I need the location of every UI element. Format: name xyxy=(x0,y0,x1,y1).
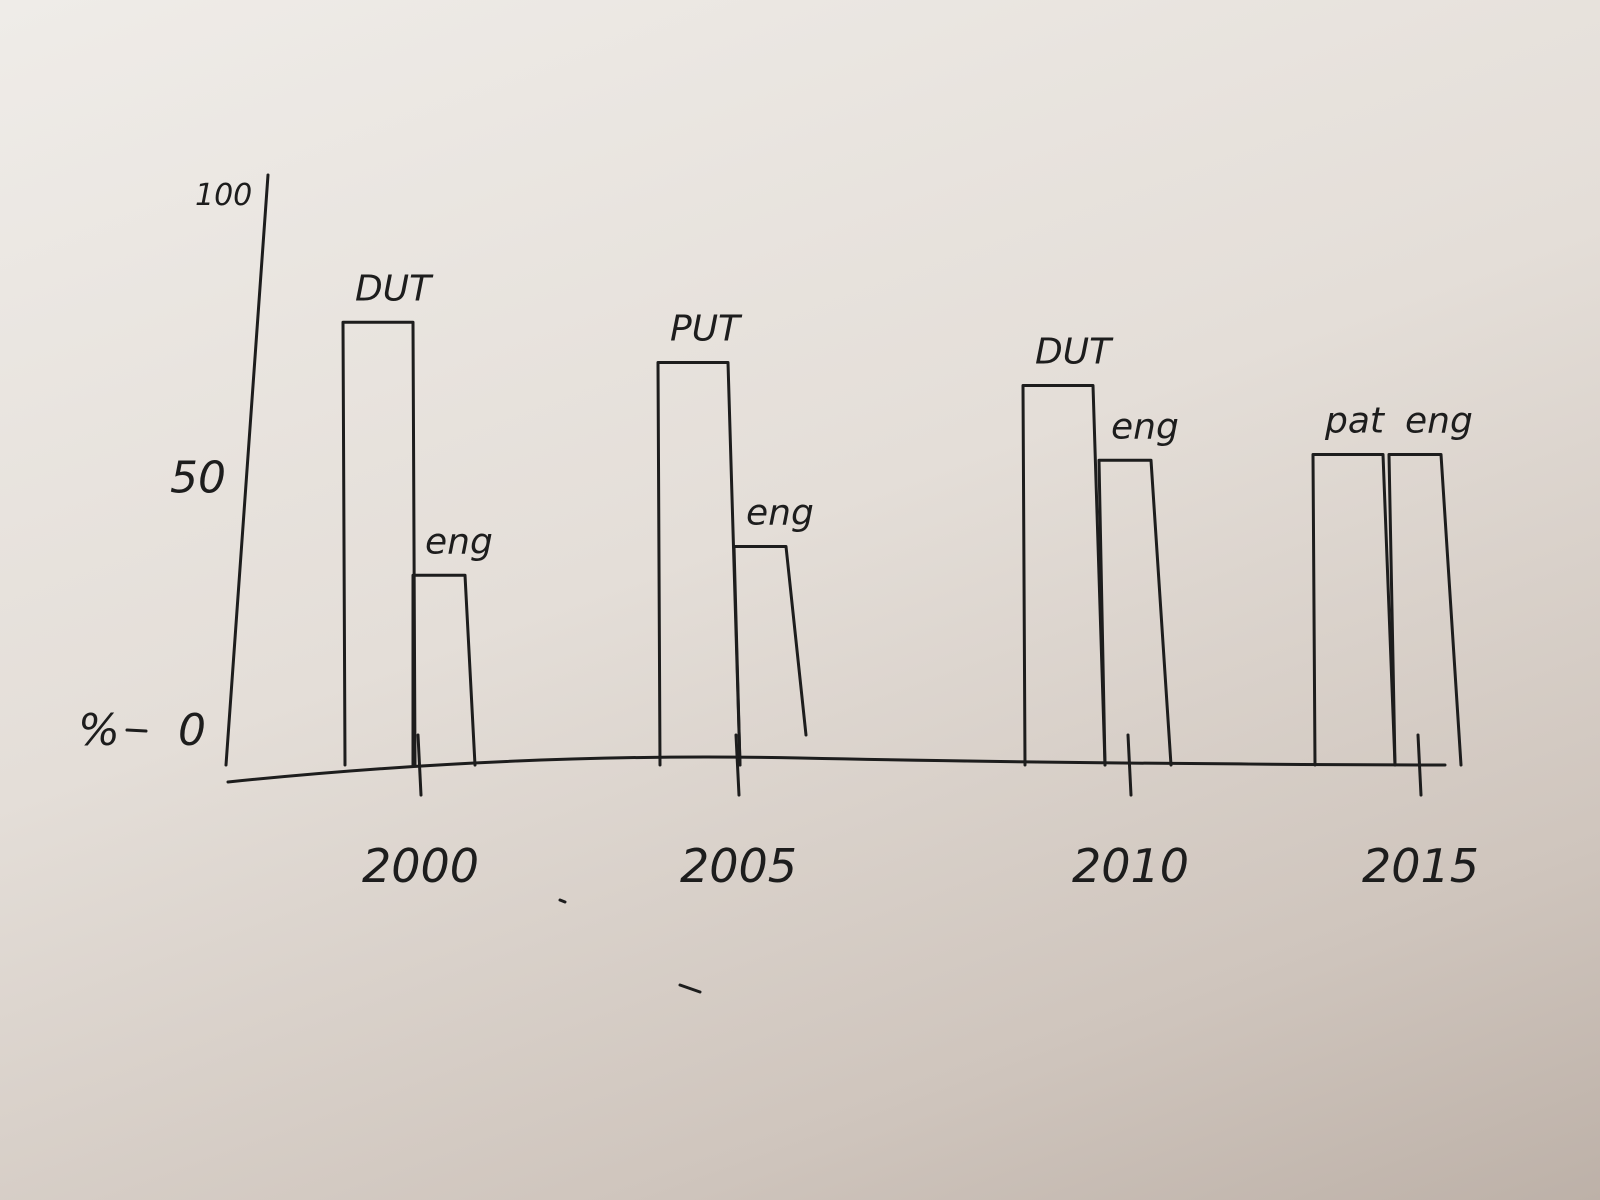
x-tick-mark xyxy=(1416,733,1423,797)
x-tick-mark xyxy=(416,733,423,797)
bar-label: pat xyxy=(1324,401,1386,442)
bar-label: eng xyxy=(1111,406,1179,447)
bar-eng-2000 xyxy=(411,573,477,767)
x-tick-label: 2005 xyxy=(680,839,797,893)
y-ticks: 0 50 100 xyxy=(170,178,252,756)
bar-label: PUT xyxy=(670,309,743,350)
x-axis-line xyxy=(226,755,1447,784)
x-ticks: 2000 2005 2010 2015 xyxy=(362,733,1479,893)
bar-DUT-2000 xyxy=(341,320,417,767)
stray-mark xyxy=(678,983,702,994)
x-tick-label: 2000 xyxy=(362,839,479,893)
bar-label: eng xyxy=(1405,401,1473,442)
x-tick-mark xyxy=(734,733,741,797)
bar-eng-2005 xyxy=(732,545,808,767)
bar-label: eng xyxy=(746,493,814,534)
stray-mark xyxy=(558,898,567,904)
bar-eng-2015 xyxy=(1387,453,1463,767)
y-axis-label: % xyxy=(78,705,120,756)
x-tick-mark xyxy=(1126,733,1133,797)
x-tick-label: 2010 xyxy=(1072,839,1189,893)
y-axis-line xyxy=(224,173,270,767)
bar-DUT-2010 xyxy=(1021,384,1107,767)
bar-eng-2010 xyxy=(1097,458,1173,767)
bar-label: DUT xyxy=(1035,332,1114,373)
bar-DUT-2015 xyxy=(1311,453,1397,767)
y-tick-label: 100 xyxy=(195,178,252,213)
y-tick-label: 0 xyxy=(178,705,206,756)
y-tick-label: 50 xyxy=(170,453,226,504)
x-tick-label: 2015 xyxy=(1362,839,1479,893)
bar-label: eng xyxy=(425,521,493,562)
y-axis-label-dash xyxy=(125,728,148,733)
bar-label: DUT xyxy=(355,268,434,309)
bar-DUT-2005 xyxy=(656,361,742,767)
